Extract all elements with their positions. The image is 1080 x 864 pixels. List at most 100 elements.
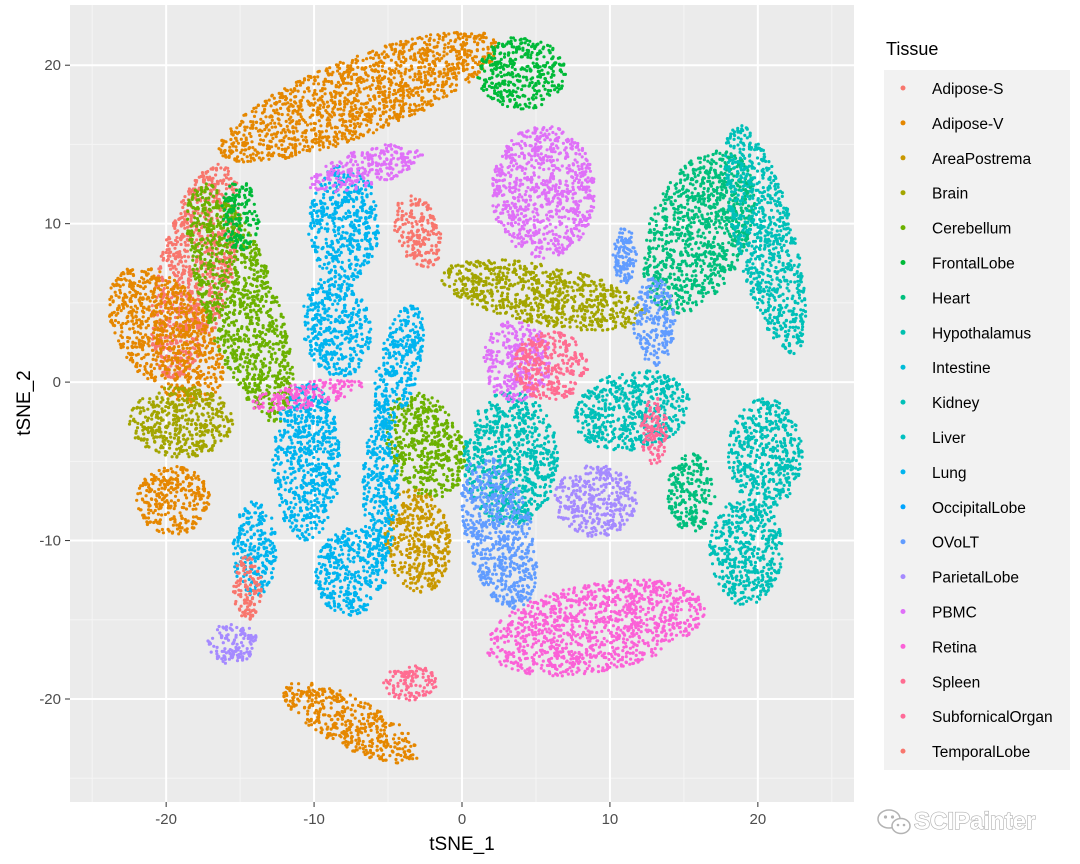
data-point — [430, 587, 434, 591]
data-point — [349, 82, 353, 86]
data-point — [167, 354, 171, 359]
data-point — [393, 220, 397, 224]
data-point — [232, 141, 236, 145]
data-point — [427, 237, 431, 241]
data-point — [392, 110, 396, 114]
data-point — [118, 288, 122, 292]
data-point — [408, 551, 412, 555]
data-point — [250, 109, 254, 114]
data-point — [226, 166, 230, 170]
data-point — [494, 304, 498, 308]
data-point — [165, 359, 169, 363]
data-point — [429, 87, 433, 92]
data-point — [405, 250, 409, 254]
data-point — [396, 213, 400, 217]
data-point — [402, 490, 406, 494]
data-point — [270, 118, 274, 122]
data-point — [137, 507, 141, 511]
data-point — [290, 682, 294, 686]
data-point — [439, 557, 443, 561]
data-point — [423, 535, 427, 539]
data-point — [199, 332, 203, 336]
data-point — [353, 709, 357, 713]
data-point — [277, 152, 281, 157]
data-point — [447, 541, 451, 545]
data-point — [275, 108, 279, 112]
data-point — [243, 128, 247, 132]
data-point — [129, 310, 133, 314]
data-point — [419, 264, 424, 268]
data-point — [159, 295, 163, 299]
data-point — [194, 337, 199, 341]
data-point — [147, 485, 151, 489]
data-point — [110, 313, 114, 317]
data-point — [279, 106, 283, 110]
data-point — [381, 753, 385, 757]
data-point — [387, 77, 391, 81]
data-point — [312, 82, 316, 86]
data-point — [160, 283, 164, 287]
data-point — [163, 512, 167, 517]
data-point — [447, 550, 451, 554]
data-point — [206, 177, 211, 181]
data-point — [300, 134, 304, 138]
data-point — [215, 360, 219, 364]
data-point — [321, 692, 325, 697]
data-point — [405, 88, 409, 92]
data-point — [427, 582, 431, 586]
data-point — [115, 282, 119, 286]
data-point — [249, 159, 253, 163]
data-point — [425, 52, 429, 56]
data-point — [402, 533, 406, 537]
data-point — [146, 268, 151, 272]
data-point — [163, 500, 167, 504]
data-point — [305, 86, 310, 91]
data-point — [360, 712, 364, 717]
data-point — [423, 228, 428, 232]
data-point — [157, 507, 161, 511]
data-point — [379, 59, 383, 63]
data-point — [261, 138, 266, 142]
data-point — [311, 688, 315, 692]
data-point — [413, 550, 417, 554]
data-point — [143, 367, 147, 371]
data-point — [291, 125, 295, 129]
data-point — [122, 300, 126, 304]
data-point — [179, 242, 183, 247]
data-point — [530, 282, 534, 286]
data-point — [411, 577, 415, 581]
data-point — [191, 298, 195, 302]
data-point — [521, 284, 526, 288]
data-point — [408, 563, 412, 567]
data-point — [429, 562, 433, 566]
data-point — [284, 98, 288, 102]
data-point — [433, 258, 438, 262]
data-point — [426, 70, 430, 74]
data-point — [213, 326, 217, 330]
data-point — [226, 169, 230, 173]
data-point — [585, 328, 589, 332]
data-point — [429, 81, 433, 85]
data-point — [421, 565, 425, 569]
data-point — [411, 225, 415, 229]
data-point — [160, 292, 164, 296]
data-point — [270, 154, 275, 158]
data-point — [197, 175, 201, 179]
data-point — [114, 313, 118, 317]
data-point — [261, 120, 265, 124]
data-point — [401, 747, 405, 751]
data-point — [113, 290, 117, 294]
data-point — [330, 95, 334, 99]
data-point — [214, 322, 218, 326]
data-point — [132, 322, 136, 326]
data-point — [442, 83, 447, 87]
data-point — [229, 254, 233, 258]
data-point — [344, 81, 348, 85]
data-point — [168, 477, 172, 482]
data-point — [183, 493, 187, 497]
data-point — [378, 101, 382, 105]
data-point — [178, 529, 182, 533]
data-point — [593, 328, 597, 332]
data-point — [362, 706, 366, 710]
data-point — [356, 99, 360, 103]
